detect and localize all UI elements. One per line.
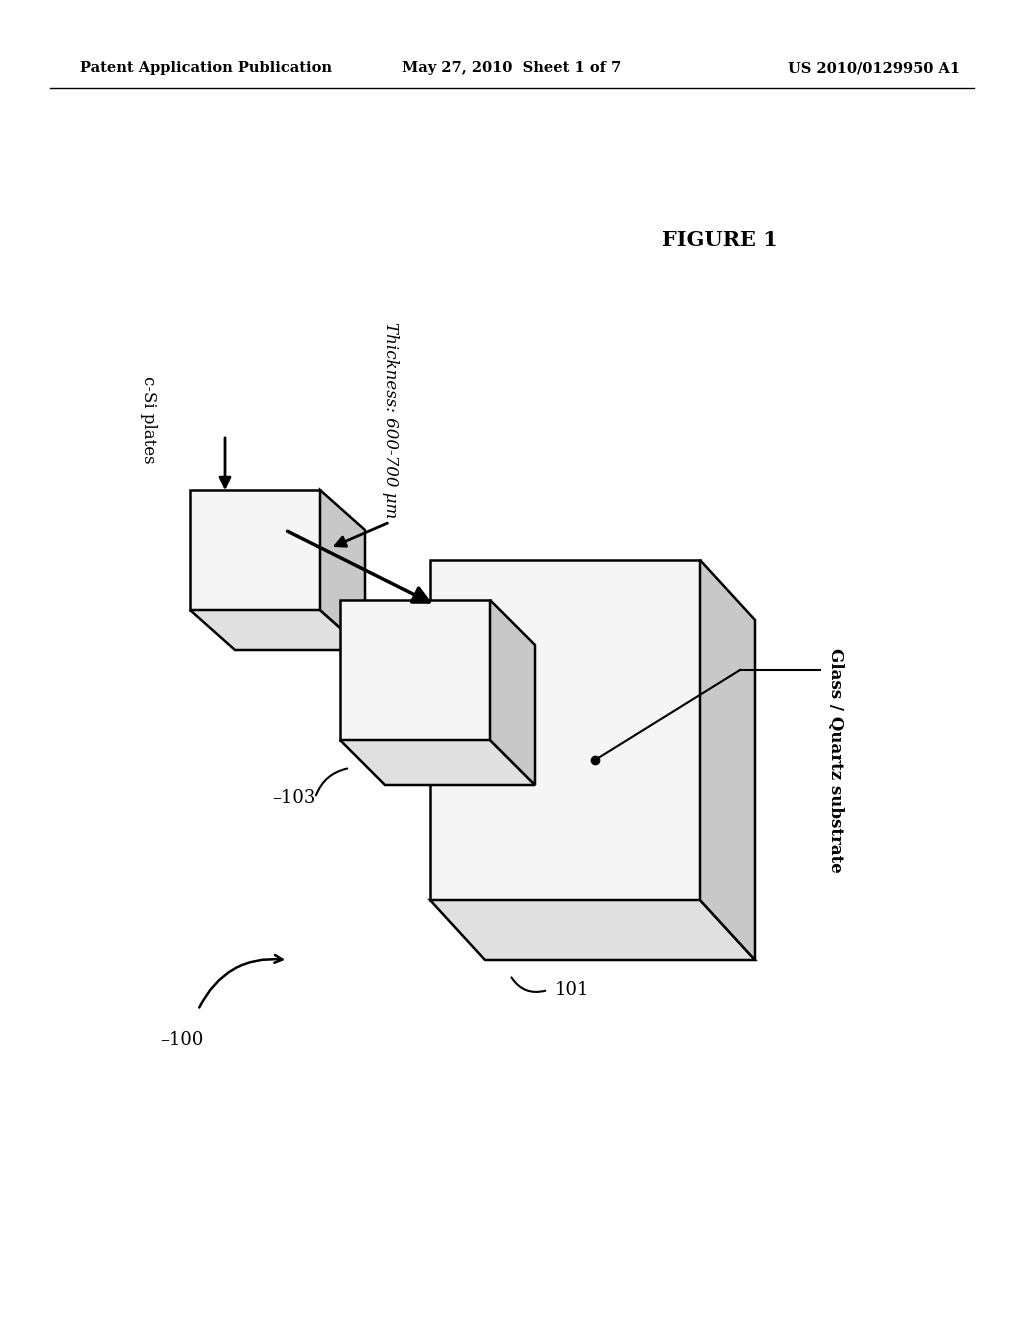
- Polygon shape: [340, 741, 535, 785]
- Text: Patent Application Publication: Patent Application Publication: [80, 61, 332, 75]
- Text: US 2010/0129950 A1: US 2010/0129950 A1: [787, 61, 961, 75]
- Text: Thickness: 600-700 μm: Thickness: 600-700 μm: [382, 322, 398, 519]
- Text: May 27, 2010  Sheet 1 of 7: May 27, 2010 Sheet 1 of 7: [402, 61, 622, 75]
- Polygon shape: [190, 610, 365, 649]
- Polygon shape: [430, 900, 755, 960]
- Text: Glass / Quartz substrate: Glass / Quartz substrate: [826, 648, 844, 873]
- Polygon shape: [490, 601, 535, 785]
- Text: –100: –100: [160, 1031, 204, 1049]
- Polygon shape: [700, 560, 755, 960]
- Text: FIGURE 1: FIGURE 1: [663, 230, 778, 249]
- Polygon shape: [340, 601, 490, 741]
- Text: 101: 101: [555, 981, 590, 999]
- Text: –103: –103: [272, 789, 315, 807]
- Polygon shape: [190, 490, 319, 610]
- Polygon shape: [319, 490, 365, 649]
- Polygon shape: [430, 560, 700, 900]
- Text: c-Si plates: c-Si plates: [139, 376, 157, 463]
